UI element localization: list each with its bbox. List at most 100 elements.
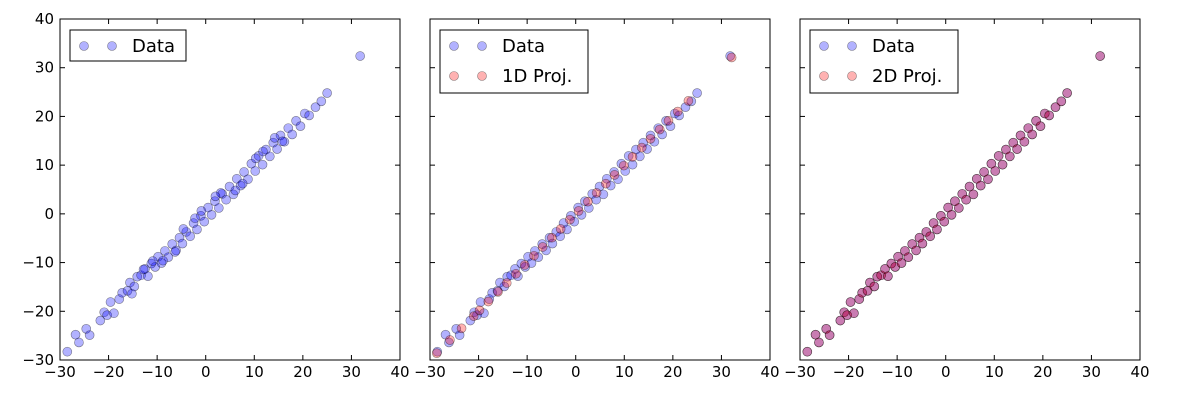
data-point xyxy=(523,251,533,262)
axes-frame xyxy=(429,18,771,361)
data-point xyxy=(206,210,217,220)
data-point xyxy=(975,180,986,191)
data-point xyxy=(627,152,638,162)
data-point xyxy=(957,189,968,199)
data-point xyxy=(573,206,584,216)
data-point xyxy=(896,258,907,268)
data-point xyxy=(163,252,174,263)
data-point xyxy=(196,206,207,216)
data-point xyxy=(1062,88,1072,98)
data-point xyxy=(1062,88,1072,98)
data-point xyxy=(547,238,558,249)
data-point xyxy=(569,216,580,227)
data-point xyxy=(821,324,832,334)
data-point xyxy=(516,258,527,269)
data-point xyxy=(928,218,939,228)
data-point xyxy=(950,196,960,206)
data-point xyxy=(506,270,516,281)
data-point xyxy=(1095,51,1105,61)
data-point xyxy=(591,188,602,198)
data-point xyxy=(265,151,275,162)
data-point xyxy=(957,189,968,199)
data-point xyxy=(854,294,865,304)
data-point xyxy=(983,174,993,185)
x-tick-label: 0 xyxy=(201,363,211,381)
data-point xyxy=(862,286,873,296)
data-point xyxy=(445,335,455,345)
x-tick-label: 10 xyxy=(985,363,1004,381)
data-point xyxy=(576,210,587,220)
data-point xyxy=(896,258,907,268)
x-tick-label: −10 xyxy=(511,363,543,381)
data-point xyxy=(258,146,268,157)
data-point xyxy=(492,286,503,296)
legend: Data 2D Proj. xyxy=(809,29,959,94)
data-point xyxy=(530,246,540,256)
data-point xyxy=(890,262,901,272)
data-point xyxy=(210,191,221,202)
data-point xyxy=(431,348,442,358)
data-point xyxy=(513,271,523,282)
data-point xyxy=(903,252,914,263)
data-point xyxy=(272,144,282,154)
data-point xyxy=(117,287,127,298)
data-point xyxy=(802,346,813,357)
data-point xyxy=(824,330,835,340)
data-point xyxy=(519,260,530,270)
data-point xyxy=(127,288,137,299)
data-point xyxy=(950,196,960,206)
x-tick-label: 0 xyxy=(571,363,581,381)
data-point xyxy=(1019,136,1030,147)
data-point xyxy=(680,102,691,112)
data-point xyxy=(653,123,664,133)
data-point xyxy=(936,211,946,221)
data-point xyxy=(143,271,153,282)
data-point xyxy=(295,121,306,131)
data-point xyxy=(814,337,824,348)
data-point xyxy=(1001,144,1011,155)
data-point xyxy=(642,144,652,154)
data-point xyxy=(968,189,979,200)
data-point xyxy=(444,337,454,348)
data-point xyxy=(618,160,629,171)
data-point xyxy=(472,310,482,320)
data-point xyxy=(921,227,932,237)
data-point xyxy=(210,196,220,206)
data-point xyxy=(616,158,627,169)
data-point xyxy=(533,252,544,263)
y-tick-label: 10 xyxy=(35,156,54,174)
legend: Data 1D Proj. xyxy=(439,29,589,94)
data-point xyxy=(591,194,601,205)
data-point xyxy=(268,137,279,148)
y-tick-label: −20 xyxy=(22,302,54,320)
data-point xyxy=(1005,151,1015,162)
data-point xyxy=(932,224,942,235)
data-point xyxy=(146,258,157,269)
data-point xyxy=(601,178,611,189)
data-point xyxy=(1027,129,1037,140)
data-point xyxy=(465,315,476,326)
data-point xyxy=(631,144,641,155)
data-point xyxy=(203,202,213,213)
data-point xyxy=(883,271,893,282)
data-point xyxy=(609,167,619,177)
y-tick-label: −10 xyxy=(22,254,54,272)
x-tick-label: 30 xyxy=(712,363,731,381)
x-tick-label: 40 xyxy=(760,363,779,381)
data-point xyxy=(936,211,946,221)
data-point xyxy=(645,134,656,144)
data-point xyxy=(1023,123,1034,133)
data-point xyxy=(1015,130,1026,141)
data-point xyxy=(865,277,875,288)
data-point xyxy=(849,308,859,319)
legend-box xyxy=(809,29,959,94)
data-point xyxy=(939,216,950,227)
data-point xyxy=(1095,51,1105,61)
data-point xyxy=(943,202,953,213)
x-tick-label: −20 xyxy=(93,363,125,381)
data-point xyxy=(140,264,150,274)
data-point xyxy=(903,252,914,263)
data-point xyxy=(990,166,1001,176)
data-point xyxy=(845,297,856,307)
data-point xyxy=(174,232,185,243)
